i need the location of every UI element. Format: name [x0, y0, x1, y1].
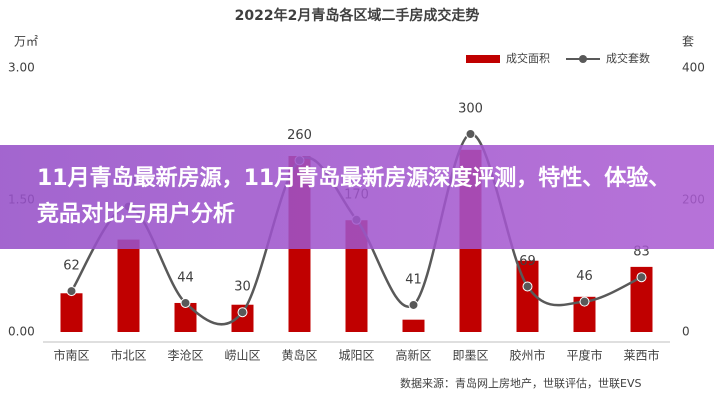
x-tick-label: 城阳区: [338, 349, 374, 363]
source-note: 数据来源：青岛网上房地产，世联评估，世联EVS: [400, 376, 641, 390]
bar: [402, 319, 425, 332]
legend-label: 成交面积: [506, 51, 550, 65]
x-tick-label: 李沧区: [167, 348, 203, 363]
data-label: 30: [234, 280, 251, 295]
banner: 11月青岛最新房源，11月青岛最新房源深度评测，特性、体验、竞品对比与用户分析: [0, 145, 714, 249]
point: [180, 297, 191, 308]
x-tick-label: 高新区: [395, 348, 431, 363]
y-axis-label: 万㎡: [14, 35, 38, 49]
data-label: 62: [63, 259, 80, 274]
data-label: 41: [405, 272, 422, 287]
data-label: 46: [576, 269, 593, 284]
x-tick-label: 即墨区: [452, 349, 488, 363]
point: [636, 272, 647, 283]
legend-swatch: [579, 55, 587, 63]
x-tick-label: 市南区: [53, 348, 89, 363]
y-tick-label: 0.00: [8, 325, 35, 339]
data-label: 300: [458, 102, 483, 117]
point: [579, 296, 590, 307]
bar: [573, 296, 596, 332]
x-tick-label: 黄岛区: [281, 348, 317, 363]
bar: [60, 293, 83, 332]
y2-tick-label: 400: [682, 61, 705, 75]
chart-title: 2022年2月青岛各区域二手房成交走势: [235, 7, 480, 24]
point: [408, 299, 419, 310]
y2-tick-label: 0: [682, 325, 690, 339]
point: [465, 129, 476, 139]
x-tick-label: 平度市: [566, 348, 602, 363]
point: [522, 281, 533, 292]
bar: [630, 266, 653, 332]
point: [66, 286, 77, 297]
banner-title: 11月青岛最新房源，11月青岛最新房源深度评测，特性、体验、竞品对比与用户分析: [37, 166, 671, 227]
data-label: 69: [519, 254, 536, 269]
x-tick-label: 莱西市: [623, 348, 659, 363]
legend-swatch: [466, 55, 500, 63]
point: [237, 307, 248, 318]
y2-axis-label: 套: [682, 35, 694, 49]
bar: [174, 302, 197, 332]
x-tick-label: 崂山区: [224, 349, 260, 363]
bar: [117, 239, 140, 332]
legend-label: 成交套数: [606, 51, 650, 65]
data-label: 44: [177, 270, 194, 285]
x-tick-label: 胶州市: [509, 348, 545, 363]
x-tick-label: 市北区: [110, 348, 146, 363]
y-tick-label: 3.00: [8, 61, 35, 75]
bar: [231, 304, 254, 332]
data-label: 260: [287, 128, 312, 143]
